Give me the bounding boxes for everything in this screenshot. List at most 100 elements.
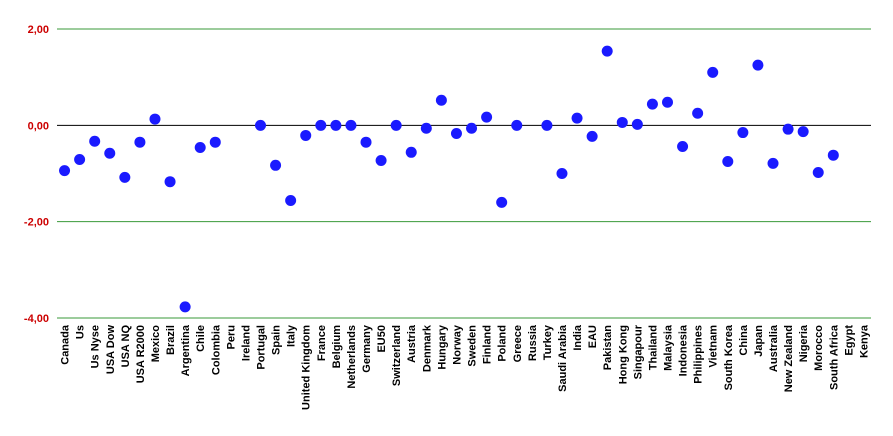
- point: [435, 94, 447, 106]
- point: [737, 127, 749, 139]
- point: [586, 130, 598, 142]
- x-tick-label: Greece: [512, 325, 524, 362]
- point: [797, 126, 809, 138]
- x-tick-label: Norway: [451, 324, 463, 365]
- point: [707, 66, 719, 78]
- x-tick-label: EU50: [376, 325, 388, 353]
- x-tick-label: Brazil: [165, 325, 177, 355]
- point: [556, 168, 568, 179]
- x-tick-label: Us: [75, 325, 87, 339]
- point: [646, 98, 658, 110]
- x-tick-label: Morocco: [813, 325, 825, 371]
- point: [481, 111, 493, 123]
- point: [360, 136, 372, 148]
- x-tick-label: Belgium: [331, 325, 343, 369]
- x-tick-label: Saudi Arabia: [557, 324, 569, 392]
- x-tick-label: Italy: [286, 324, 298, 347]
- x-tick-label: India: [572, 324, 584, 351]
- x-tick-label: China: [738, 324, 750, 355]
- x-tick-label: United Kingdom: [301, 325, 313, 410]
- y-tick-label: 2,00: [28, 24, 49, 36]
- x-tick-label: Canada: [60, 324, 72, 365]
- point: [692, 107, 704, 119]
- point: [541, 119, 553, 131]
- point: [827, 149, 839, 161]
- x-tick-label: Colombia: [210, 324, 222, 375]
- point: [450, 128, 462, 140]
- x-tick-label: Hong Kong: [617, 325, 629, 384]
- point: [59, 165, 71, 177]
- x-tick-label: Indonesia: [678, 324, 690, 376]
- point: [300, 129, 312, 141]
- point: [104, 147, 116, 159]
- point: [270, 159, 282, 171]
- y-tick-label: -2,00: [24, 217, 49, 229]
- point: [466, 122, 478, 134]
- x-tick-label: Thailand: [647, 325, 659, 370]
- x-tick-label: Us Nyse: [90, 325, 102, 368]
- x-tick-label: New Zealand: [783, 325, 795, 392]
- x-tick-label: USA NQ: [120, 325, 132, 368]
- x-tick-label: Vietnam: [708, 325, 720, 368]
- x-tick-label: Ireland: [240, 325, 252, 361]
- x-tick-label: Argentina: [180, 324, 192, 376]
- point: [390, 119, 402, 131]
- point: [345, 119, 357, 131]
- point: [285, 194, 297, 206]
- point: [616, 116, 628, 128]
- point: [767, 157, 779, 169]
- point: [255, 119, 266, 131]
- point: [752, 59, 764, 71]
- point: [194, 141, 206, 153]
- point: [405, 146, 417, 158]
- x-tick-label: Denmark: [421, 324, 433, 372]
- point: [511, 119, 523, 131]
- x-tick-label: Philippines: [693, 325, 705, 384]
- x-tick-label: Peru: [225, 325, 237, 349]
- x-tick-label: Japan: [753, 325, 765, 357]
- point: [571, 112, 583, 124]
- point: [119, 171, 131, 183]
- x-tick-label: Poland: [497, 325, 509, 362]
- y-tick-label: 0,00: [28, 120, 49, 132]
- x-tick-label: Russia: [527, 324, 539, 361]
- point: [330, 119, 342, 131]
- point: [134, 136, 146, 148]
- point: [677, 141, 689, 153]
- x-tick-label: USA Dow: [105, 325, 117, 375]
- x-tick-label: France: [316, 325, 328, 361]
- x-tick-label: Nigeria: [798, 324, 810, 362]
- x-tick-label: Germany: [361, 324, 373, 373]
- x-tick-label: Spain: [271, 325, 283, 355]
- x-tick-label: Singapour: [632, 324, 644, 379]
- point: [662, 96, 673, 108]
- x-tick-label: Australia: [768, 324, 780, 372]
- point: [89, 135, 101, 147]
- x-tick-label: EAU: [587, 325, 599, 348]
- point: [149, 113, 161, 125]
- x-tick-label: Switzerland: [391, 325, 403, 386]
- x-tick-label: Mexico: [150, 325, 162, 363]
- x-tick-label: Sweden: [467, 325, 479, 367]
- x-tick-label: Pakistan: [602, 325, 614, 371]
- point: [164, 176, 176, 188]
- x-tick-label: USA R2000: [135, 325, 147, 383]
- point: [375, 154, 387, 166]
- point: [496, 196, 508, 208]
- x-tick-label: Turkey: [542, 324, 554, 360]
- x-tick-label: Portugal: [256, 325, 268, 370]
- x-tick-label: Austria: [406, 324, 418, 363]
- x-tick-label: South Korea: [723, 324, 735, 390]
- point: [74, 154, 86, 166]
- point: [209, 136, 221, 148]
- y-tick-label: -4,00: [24, 313, 49, 325]
- x-tick-label: Finland: [482, 325, 494, 364]
- x-tick-label: Chile: [195, 325, 207, 352]
- point: [722, 155, 734, 167]
- point: [420, 122, 432, 134]
- x-tick-label: South Africa: [828, 324, 840, 390]
- x-tick-label: Netherlands: [346, 325, 358, 389]
- point: [601, 45, 613, 57]
- point: [812, 167, 824, 179]
